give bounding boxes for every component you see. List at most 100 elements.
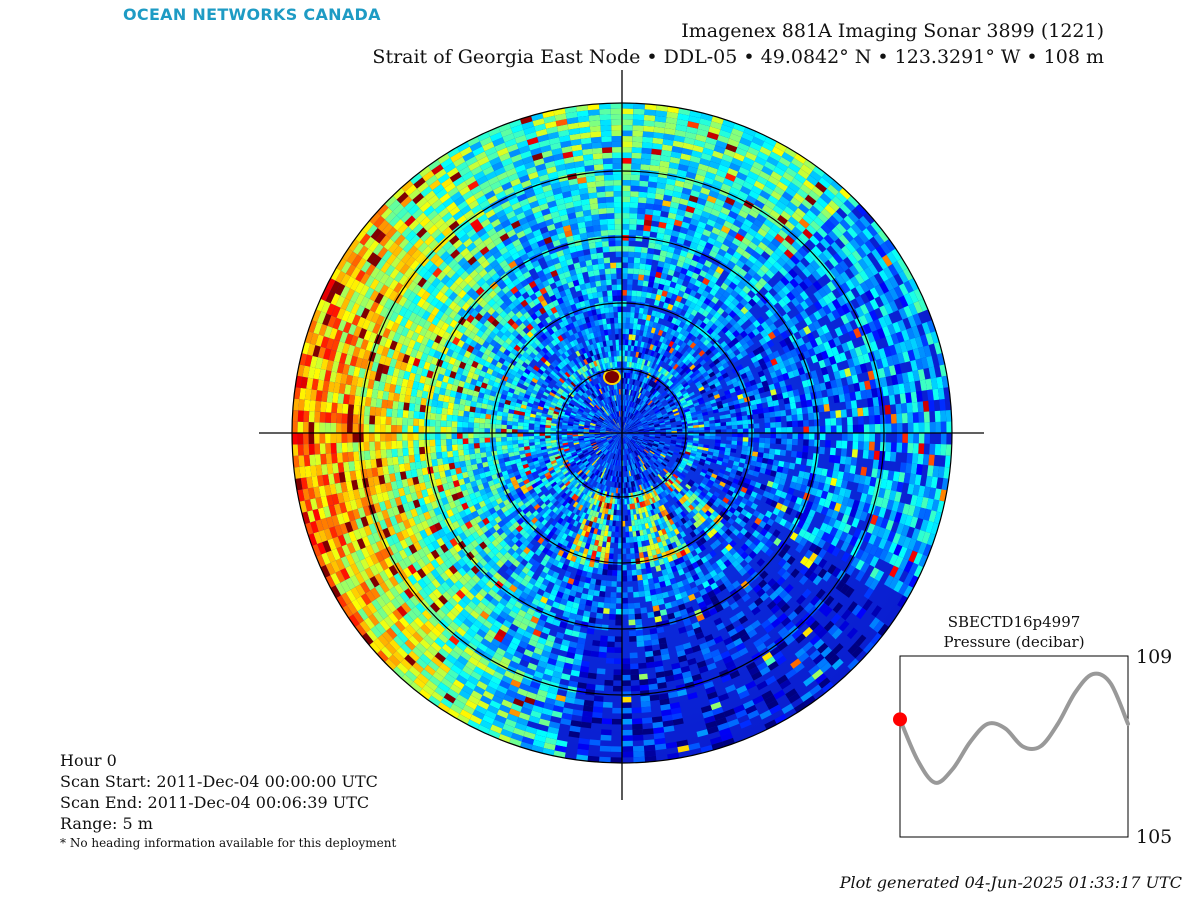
echo-cell bbox=[649, 589, 657, 596]
echo-cell bbox=[774, 141, 787, 152]
echo-cell bbox=[654, 193, 665, 201]
echo-cell bbox=[641, 706, 652, 713]
echo-cell bbox=[684, 257, 693, 265]
echo-cell bbox=[781, 438, 787, 445]
echo-cell bbox=[632, 734, 644, 741]
echo-cell bbox=[854, 364, 863, 375]
echo-cell bbox=[717, 404, 724, 410]
echo-cell bbox=[918, 554, 928, 568]
echo-cell bbox=[816, 397, 824, 406]
echo-cell bbox=[676, 359, 683, 366]
echo-cell bbox=[589, 739, 601, 746]
echo-cell bbox=[602, 569, 608, 576]
echo-cell bbox=[879, 293, 889, 306]
echo-cell bbox=[813, 495, 821, 505]
echo-cell bbox=[738, 166, 750, 176]
echo-cell bbox=[651, 638, 660, 646]
echo-cell bbox=[652, 382, 658, 389]
echo-cell bbox=[627, 428, 633, 432]
echo-cell bbox=[632, 729, 644, 736]
echo-cell bbox=[852, 433, 859, 442]
echo-cell bbox=[790, 450, 798, 458]
echo-cell bbox=[661, 369, 668, 376]
echo-cell bbox=[668, 207, 678, 215]
echo-cell bbox=[891, 354, 900, 366]
echo-cell bbox=[907, 315, 917, 328]
echo-cell bbox=[633, 257, 641, 264]
echo-cell bbox=[664, 183, 675, 191]
echo-cell bbox=[890, 442, 897, 453]
echo-cell bbox=[697, 356, 704, 364]
echo-cell bbox=[627, 395, 631, 401]
echo-cell bbox=[622, 339, 626, 346]
echo-cell bbox=[633, 751, 645, 758]
echo-cell bbox=[764, 246, 775, 257]
echo-cell bbox=[699, 215, 709, 224]
echo-cell bbox=[730, 416, 737, 422]
echo-cell bbox=[666, 327, 673, 335]
echo-cell bbox=[661, 149, 672, 157]
echo-cell bbox=[720, 206, 731, 216]
echo-cell bbox=[672, 190, 682, 199]
echo-cell bbox=[803, 386, 811, 395]
echo-cell bbox=[634, 340, 639, 347]
echo-cell bbox=[696, 410, 703, 415]
echo-cell bbox=[628, 614, 636, 620]
echo-cell bbox=[855, 548, 865, 560]
echo-cell bbox=[910, 391, 918, 403]
echo-cell bbox=[849, 238, 861, 251]
echo-cell bbox=[684, 287, 692, 295]
echo-cell bbox=[629, 420, 634, 425]
echo-cell bbox=[626, 436, 631, 440]
echo-cell bbox=[610, 592, 617, 598]
echo-cell bbox=[889, 288, 899, 301]
echo-cell bbox=[689, 328, 697, 336]
echo-cell bbox=[748, 323, 757, 332]
echo-cell bbox=[774, 410, 781, 417]
echo-cell bbox=[685, 352, 692, 360]
echo-cell bbox=[628, 608, 635, 615]
echo-cell bbox=[726, 489, 734, 497]
echo-cell bbox=[751, 185, 763, 195]
echo-cell bbox=[762, 407, 770, 414]
echo-cell bbox=[734, 385, 741, 392]
echo-cell bbox=[753, 218, 764, 228]
echo-cell bbox=[675, 402, 682, 407]
echo-cell bbox=[591, 717, 603, 724]
echo-cell bbox=[640, 701, 651, 708]
echo-cell bbox=[692, 323, 700, 331]
echo-cell bbox=[902, 503, 911, 515]
echo-cell bbox=[844, 506, 853, 516]
echo-cell bbox=[808, 426, 815, 433]
echo-cell bbox=[908, 562, 919, 576]
echo-cell bbox=[644, 377, 649, 384]
echo-cell bbox=[673, 379, 680, 386]
echo-cell bbox=[631, 152, 642, 159]
echo-cell bbox=[626, 400, 629, 407]
echo-cell bbox=[845, 290, 856, 301]
echo-cell bbox=[608, 614, 616, 620]
echo-cell bbox=[644, 103, 657, 111]
echo-cell bbox=[702, 338, 710, 346]
echo-cell bbox=[782, 295, 792, 305]
echo-cell bbox=[649, 434, 655, 437]
echo-cell bbox=[775, 438, 782, 445]
echo-cell bbox=[862, 255, 873, 267]
echo-cell bbox=[875, 245, 887, 258]
echo-cell bbox=[849, 535, 859, 547]
echo-cell bbox=[837, 386, 845, 395]
echo-cell bbox=[629, 407, 633, 413]
echo-cell bbox=[699, 377, 706, 384]
echo-cell bbox=[645, 203, 655, 210]
echo-cell bbox=[921, 322, 931, 335]
echo-cell bbox=[860, 466, 868, 476]
echo-cell bbox=[622, 433, 627, 437]
echo-cell bbox=[757, 370, 765, 378]
echo-cell bbox=[795, 457, 802, 465]
echo-cell bbox=[622, 746, 634, 752]
echo-cell bbox=[682, 323, 690, 331]
echo-cell bbox=[934, 488, 942, 501]
echo-cell bbox=[631, 575, 638, 582]
echo-cell bbox=[677, 466, 684, 471]
echo-cell bbox=[713, 240, 723, 249]
